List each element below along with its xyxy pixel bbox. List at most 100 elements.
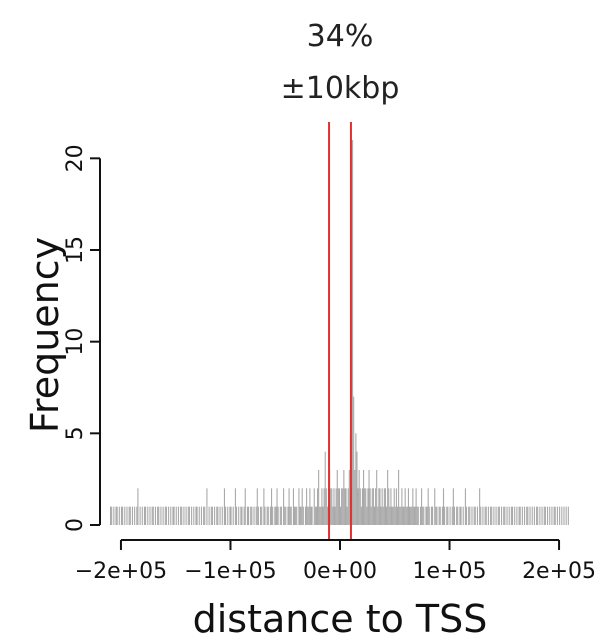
histogram-bar [363,470,365,525]
histogram-bar [154,506,156,525]
histogram-bar [145,506,147,525]
histogram-bar [131,506,133,525]
histogram-bar [526,506,528,525]
histogram-bar [225,506,227,525]
histogram-bar [238,506,240,525]
histogram-bar [479,488,481,525]
histogram-bar [348,470,350,525]
histogram-bar [219,506,221,525]
histogram-bar [306,488,308,525]
histogram-bar [491,506,493,525]
histogram-bar [315,506,317,525]
histogram-bar [116,506,118,525]
histogram-bar [111,506,113,525]
histogram-bar [414,506,416,525]
histogram-bar [246,506,248,525]
histogram-bar [298,488,300,525]
histogram-bar [157,506,159,525]
histogram-bar [493,506,495,525]
histogram-bar [267,506,269,525]
histogram-bar [506,506,508,525]
histogram-bar [485,506,487,525]
histogram-bar [196,506,198,525]
histogram-bar [308,506,310,525]
histogram-bar [338,488,340,525]
chart-title-line-2: ±10kbp [281,71,400,106]
histogram-bar [302,506,304,525]
histogram-bar [434,488,436,525]
histogram-bar [324,451,326,525]
histogram-bar [139,506,141,525]
histogram-bar [279,506,281,525]
histogram-bar [533,506,535,525]
histogram-bar [518,506,520,525]
histogram-bar [480,506,482,525]
histogram-bar [464,488,466,525]
histogram-bar [266,506,268,525]
histogram-bar [382,506,384,525]
y-tick-label: 20 [63,144,88,172]
histogram-bar [211,506,213,525]
histogram-bar [115,506,117,525]
histogram-bar [300,506,302,525]
histogram-bar [113,506,115,525]
histogram-bar [536,506,538,525]
histogram-bar [335,488,337,525]
histogram-bar [504,506,506,525]
histogram-bar [227,506,229,525]
histogram-bar [137,488,139,525]
histogram-bar [280,506,282,525]
histogram-bar [143,506,146,525]
histogram-bar [567,506,569,525]
histogram-bar [386,506,388,525]
histogram-bar [373,506,376,525]
histogram-bar [275,506,277,525]
histogram-bar [158,506,160,525]
histogram-bar [383,488,385,525]
histogram-bar [376,470,378,525]
histogram-bar [347,488,349,525]
histogram-bar [531,506,533,525]
histogram-bar [260,506,262,525]
histogram-bar [332,506,334,525]
histogram-bar [393,488,395,525]
histogram-bar [234,488,236,525]
histogram-bar [272,506,274,525]
histogram-bar [370,506,372,525]
histogram-bar [384,488,386,525]
histogram-bar [359,488,361,525]
histogram-bar [128,506,130,525]
histogram-bar [151,506,153,525]
histogram-bar [409,506,411,525]
histogram-bar [446,506,448,525]
histogram-bar [498,506,500,525]
histogram-bar [432,506,434,525]
histogram-bar [283,488,285,525]
histogram-bar [294,506,296,525]
histogram-bar [391,506,393,525]
y-axis-title: Frequency [23,237,67,433]
histogram-bar [410,506,412,525]
histogram-bar [289,506,291,525]
histogram-bar [405,506,407,525]
histogram-bar [287,506,289,525]
histogram-bar [361,488,363,525]
chart-title-line-1: 34% [307,19,374,54]
y-tick-label: 0 [63,518,88,532]
histogram-bar [263,488,265,525]
histogram-bar [203,506,205,525]
histogram-bar [240,506,242,525]
histogram-bar [310,506,312,525]
histogram-bar [428,506,430,525]
histogram-bar [468,506,470,525]
histogram-bar [346,506,348,525]
histogram-bar [402,506,404,525]
y-tick-label: 10 [63,328,88,356]
histogram-bar [390,488,392,525]
histogram-bar [152,506,154,525]
histogram-bar [358,470,360,525]
histogram-bar [162,506,164,525]
histogram-bar [285,506,287,525]
histogram-bar [439,506,441,525]
histogram-bar [124,506,126,525]
